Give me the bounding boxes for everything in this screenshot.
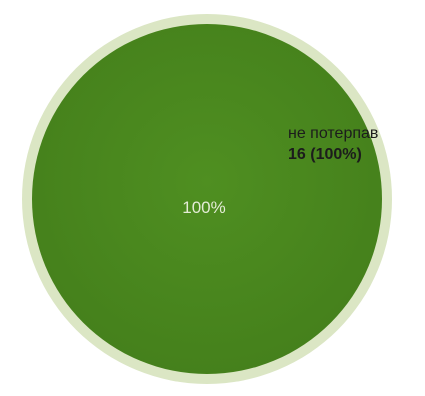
legend-series-name: не потерпав xyxy=(288,125,379,142)
pie-legend: не потерпав 16 (100%) xyxy=(288,124,378,166)
legend-series-value: 16 (100%) xyxy=(288,145,362,163)
pie-slice-percent-label: 100% xyxy=(182,198,225,217)
pie-slice[interactable] xyxy=(32,24,382,374)
